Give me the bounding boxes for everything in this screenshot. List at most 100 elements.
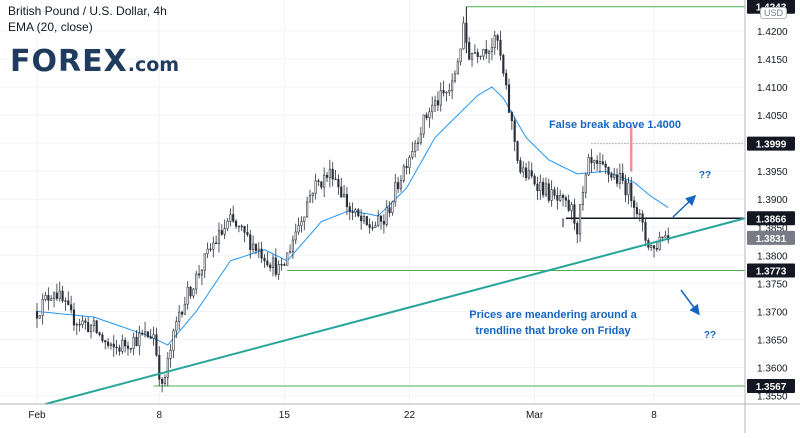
- false-break-candle: [630, 125, 633, 172]
- candle-body: [470, 53, 474, 60]
- candle-body: [658, 236, 661, 250]
- candle-body: [180, 311, 184, 315]
- candle-body: [320, 181, 323, 188]
- candle-body: [212, 242, 215, 250]
- candle-body: [146, 331, 149, 338]
- candle-body: [115, 346, 118, 349]
- y-tick-label: 1.4200: [757, 27, 788, 38]
- price-tag-box: [747, 263, 795, 278]
- candle-body: [300, 221, 303, 226]
- candle-body: [368, 224, 371, 228]
- candle-body: [172, 330, 175, 351]
- candle-body: [132, 336, 135, 349]
- candle-body: [124, 339, 127, 347]
- x-tick-label: 8: [651, 410, 657, 421]
- level-layer: [153, 6, 745, 387]
- annotation-text: ??: [699, 170, 711, 181]
- candle-body: [70, 304, 73, 311]
- candle-body: [590, 157, 593, 164]
- candle-body: [277, 263, 280, 275]
- chart-header: British Pound / U.S. Dollar, 4h EMA (20,…: [8, 3, 167, 35]
- candle-body: [223, 228, 226, 235]
- candle-body: [291, 239, 294, 252]
- candle-body: [382, 221, 385, 225]
- candle-body: [234, 220, 238, 227]
- candle-body: [81, 320, 84, 325]
- candle-body: [331, 168, 334, 180]
- candle-body: [476, 52, 479, 57]
- candle-body: [385, 207, 388, 225]
- x-tick-label: Feb: [28, 410, 46, 421]
- candle-body: [50, 298, 53, 301]
- candle-body: [35, 311, 39, 319]
- candle-body: [155, 334, 158, 356]
- logo-suffix: .com: [127, 54, 180, 76]
- candle-body: [246, 232, 249, 236]
- candle-body: [257, 248, 260, 251]
- candle-body: [183, 303, 186, 315]
- annotation-text: Prices are meandering around a: [469, 309, 637, 321]
- candle-body: [44, 295, 47, 300]
- candle-body: [567, 199, 570, 211]
- candle-body: [283, 264, 286, 266]
- price-tag-label: 1.3999: [756, 140, 787, 151]
- candle-body: [297, 225, 300, 233]
- candle-body: [308, 195, 312, 203]
- y-tick-label: 1.3550: [757, 392, 788, 403]
- candle-body: [593, 160, 596, 164]
- candle-body: [604, 163, 607, 168]
- candle-body: [527, 170, 530, 179]
- candle-body: [576, 222, 579, 235]
- candle-body: [422, 114, 425, 135]
- candle-body: [209, 248, 212, 251]
- candle-body: [87, 322, 90, 333]
- currency-label[interactable]: USD: [760, 7, 788, 19]
- candle-body: [533, 175, 536, 185]
- price-tag-label: 1.3567: [756, 382, 787, 393]
- candle-body: [621, 172, 624, 181]
- candle-body: [143, 331, 147, 335]
- candle-body: [243, 225, 246, 233]
- candle-body: [638, 213, 641, 215]
- candle-body: [47, 295, 50, 301]
- y-tick-label: 1.4050: [757, 111, 788, 122]
- price-tag-box: [747, 136, 795, 151]
- candle-body: [84, 320, 87, 323]
- candle-body: [516, 141, 519, 161]
- candle-body: [411, 151, 414, 158]
- candle-body: [479, 55, 482, 58]
- candle-body: [374, 225, 377, 228]
- candle-body: [365, 216, 368, 225]
- candle-body: [414, 142, 417, 152]
- candle-body: [485, 49, 488, 54]
- candle-body: [288, 251, 292, 254]
- candle-body: [416, 142, 420, 144]
- candle-body: [644, 221, 647, 241]
- price-tag-label: 1.3773: [756, 266, 787, 277]
- candle-body: [362, 216, 366, 222]
- candle-body: [391, 201, 394, 213]
- candle-body: [351, 211, 354, 213]
- candle-body: [556, 194, 559, 201]
- candle-body: [98, 332, 101, 336]
- candle-body: [78, 323, 81, 326]
- candle-body: [357, 209, 360, 217]
- candle-body: [317, 180, 320, 183]
- candle-body: [67, 300, 70, 306]
- candle-body: [448, 90, 451, 93]
- candle-body: [371, 227, 374, 229]
- candle-body: [584, 174, 587, 193]
- candle-body: [536, 183, 539, 192]
- candle-body: [314, 180, 317, 194]
- candle-body: [394, 182, 397, 203]
- candle-body: [104, 340, 107, 343]
- candle-body: [587, 157, 590, 176]
- candle-body: [633, 200, 636, 208]
- candle-body: [419, 133, 422, 144]
- trendline: [45, 217, 746, 405]
- candle-body: [55, 292, 58, 299]
- candle-body: [442, 90, 445, 94]
- x-tick-label: 15: [279, 410, 291, 421]
